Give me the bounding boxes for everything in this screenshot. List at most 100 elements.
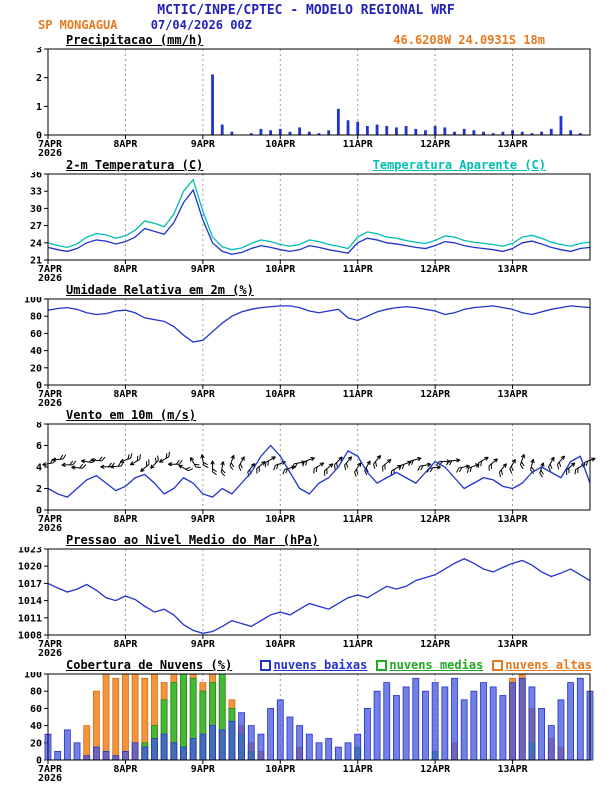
x-tick-label: 11APR bbox=[343, 514, 374, 525]
panel-temperature: 2-m Temperatura (C) Temperatura Aparente… bbox=[0, 158, 612, 283]
y-tick-label: 30 bbox=[30, 204, 42, 215]
y-tick-label: 100 bbox=[24, 672, 42, 681]
y-tick-label: 80 bbox=[30, 687, 42, 698]
x-tick-label: 10APR bbox=[265, 639, 296, 650]
x-tick-label: 10APR bbox=[265, 139, 296, 150]
panel-title-clouds: Cobertura de Nuvens (%) bbox=[66, 658, 233, 672]
clouds-bars-nuvens-baixas bbox=[44, 677, 594, 761]
legend-label-baixas: nuvens baixas bbox=[273, 658, 368, 672]
panel-wind: Vento em 10m (m/s) 7APR 2026 8APR 9APR 10APR… bbox=[0, 408, 612, 533]
panel-precipitation-title-row: Precipitacao (mm/h) 46.6208W 24.0931S 18… bbox=[0, 33, 612, 47]
x-tick-label: 8APR bbox=[113, 514, 138, 525]
pressure-line-Pressao-ao-Nivel-Medio-do-Mar bbox=[47, 558, 591, 634]
y-tick-label: 80 bbox=[30, 312, 42, 323]
panel-wind-title-row: Vento em 10m (m/s) bbox=[0, 408, 612, 422]
y-tick-label: 100 bbox=[24, 297, 42, 306]
x-tick-label: 9APR bbox=[191, 514, 216, 525]
run-datetime: 07/04/2026 00Z bbox=[150, 18, 252, 32]
x-tick-label: 13APR bbox=[498, 264, 529, 275]
panel-pressure-title-row: Pressao ao Nivel Medio do Mar (hPa) bbox=[0, 533, 612, 547]
x-tick-label: 10APR bbox=[265, 764, 296, 775]
cloud-legend: nuvens baixas nuvens medias nuvens altas bbox=[260, 658, 592, 672]
x-tick-label: 13APR bbox=[498, 764, 529, 775]
legend-nuvens-medias: nuvens medias bbox=[376, 658, 483, 672]
x-tick-label: 9APR bbox=[191, 264, 216, 275]
legend-nuvens-altas: nuvens altas bbox=[492, 658, 592, 672]
temperature-line-2-m-Temperatura-(C) bbox=[47, 188, 591, 255]
station-coordinates: 46.6208W 24.0931S 18m bbox=[393, 33, 545, 47]
panel-title-precipitation: Precipitacao (mm/h) bbox=[66, 33, 204, 47]
x-tick-label: 7APR bbox=[38, 639, 63, 650]
y-tick-label: 8 bbox=[36, 422, 42, 431]
x-tick-label: 11APR bbox=[343, 264, 374, 275]
header-line2: SP MONGAGUA 07/04/2026 00Z bbox=[0, 18, 612, 33]
wind-line-Vento-em-10m bbox=[47, 444, 591, 498]
y-tick-label: 60 bbox=[30, 329, 42, 340]
x-tick-label: 13APR bbox=[498, 389, 529, 400]
y-tick-label: 1008 bbox=[18, 631, 42, 642]
y-tick-label: 1023 bbox=[18, 547, 42, 556]
x-tick-label: 8APR bbox=[113, 139, 138, 150]
legend-nuvens-baixas: nuvens baixas bbox=[260, 658, 367, 672]
panel-title-wind: Vento em 10m (m/s) bbox=[66, 408, 197, 422]
y-tick-label: 1 bbox=[36, 102, 42, 113]
precipitation-bars-Precipitacao bbox=[211, 74, 582, 136]
panel-title-pressure: Pressao ao Nivel Medio do Mar (hPa) bbox=[66, 533, 319, 547]
x-tick-label: 7APR bbox=[38, 264, 63, 275]
y-tick-label: 4 bbox=[36, 463, 42, 474]
model-title: MCTIC/INPE/CPTEC - MODELO REGIONAL WRF bbox=[157, 3, 455, 18]
legend-swatch-baixas-icon bbox=[260, 659, 272, 671]
wind-plot: 7APR 2026 8APR 9APR 10APR 11APR 12APR 13APR 0 2 4 6… bbox=[0, 422, 612, 533]
panel-precipitation: Precipitacao (mm/h) 46.6208W 24.0931S 18… bbox=[0, 33, 612, 158]
y-tick-label: 36 bbox=[30, 172, 42, 181]
x-tick-label: 9APR bbox=[191, 764, 216, 775]
x-tick-label: 8APR bbox=[113, 389, 138, 400]
y-tick-label: 20 bbox=[30, 738, 42, 749]
x-tick-label: 13APR bbox=[498, 514, 529, 525]
temperature-line-Temperatura-Aparente-(C) bbox=[47, 178, 591, 251]
x-tick-label: 9APR bbox=[191, 139, 216, 150]
x-tick-label: 12APR bbox=[420, 639, 451, 650]
x-tick-label: 8APR bbox=[113, 764, 138, 775]
panel-humidity: Umidade Relativa em 2m (%) 7APR 2026 8APR 9… bbox=[0, 283, 612, 408]
x-tick-label: 9APR bbox=[191, 389, 216, 400]
x-tick-label: 8APR bbox=[113, 264, 138, 275]
x-tick-label: 9APR bbox=[191, 639, 216, 650]
x-tick-label: 11APR bbox=[343, 139, 374, 150]
legend-label-medias: nuvens medias bbox=[389, 658, 484, 672]
x-tick-label: 7APR bbox=[38, 764, 63, 775]
x-year-label: 2026 bbox=[38, 773, 62, 783]
station-name: SP MONGAGUA bbox=[38, 18, 118, 32]
x-tick-label: 12APR bbox=[420, 389, 451, 400]
y-tick-label: 3 bbox=[36, 47, 42, 56]
panel-title-temperature: 2-m Temperatura (C) bbox=[66, 158, 204, 172]
y-tick-label: 0 bbox=[36, 381, 42, 392]
x-tick-label: 12APR bbox=[420, 264, 451, 275]
panel-temperature-title-row: 2-m Temperatura (C) Temperatura Aparente… bbox=[0, 158, 612, 172]
y-tick-label: 33 bbox=[30, 187, 42, 198]
y-tick-label: 0 bbox=[36, 506, 42, 517]
x-tick-label: 11APR bbox=[343, 764, 374, 775]
precipitation-plot: 7APR 2026 8APR 9APR 10APR 11APR 12APR 13APR 0 1 2 3 bbox=[0, 47, 612, 158]
y-tick-label: 1014 bbox=[18, 596, 42, 607]
x-year-label: 2026 bbox=[38, 398, 62, 408]
panel-clouds-title-row: Cobertura de Nuvens (%) nuvens baixas nu… bbox=[0, 658, 612, 672]
x-tick-label: 10APR bbox=[265, 264, 296, 275]
y-tick-label: 40 bbox=[30, 346, 42, 357]
legend-swatch-altas-icon bbox=[492, 659, 504, 671]
panel-pressure: Pressao ao Nivel Medio do Mar (hPa) 7APR… bbox=[0, 533, 612, 658]
x-tick-label: 10APR bbox=[265, 389, 296, 400]
x-tick-label: 10APR bbox=[265, 514, 296, 525]
x-year-label: 2026 bbox=[38, 273, 62, 283]
x-tick-label: 13APR bbox=[498, 639, 529, 650]
y-tick-label: 6 bbox=[36, 441, 42, 452]
y-tick-label: 21 bbox=[30, 256, 42, 267]
panel-title-humidity: Umidade Relativa em 2m (%) bbox=[66, 283, 254, 297]
x-tick-label: 8APR bbox=[113, 639, 138, 650]
